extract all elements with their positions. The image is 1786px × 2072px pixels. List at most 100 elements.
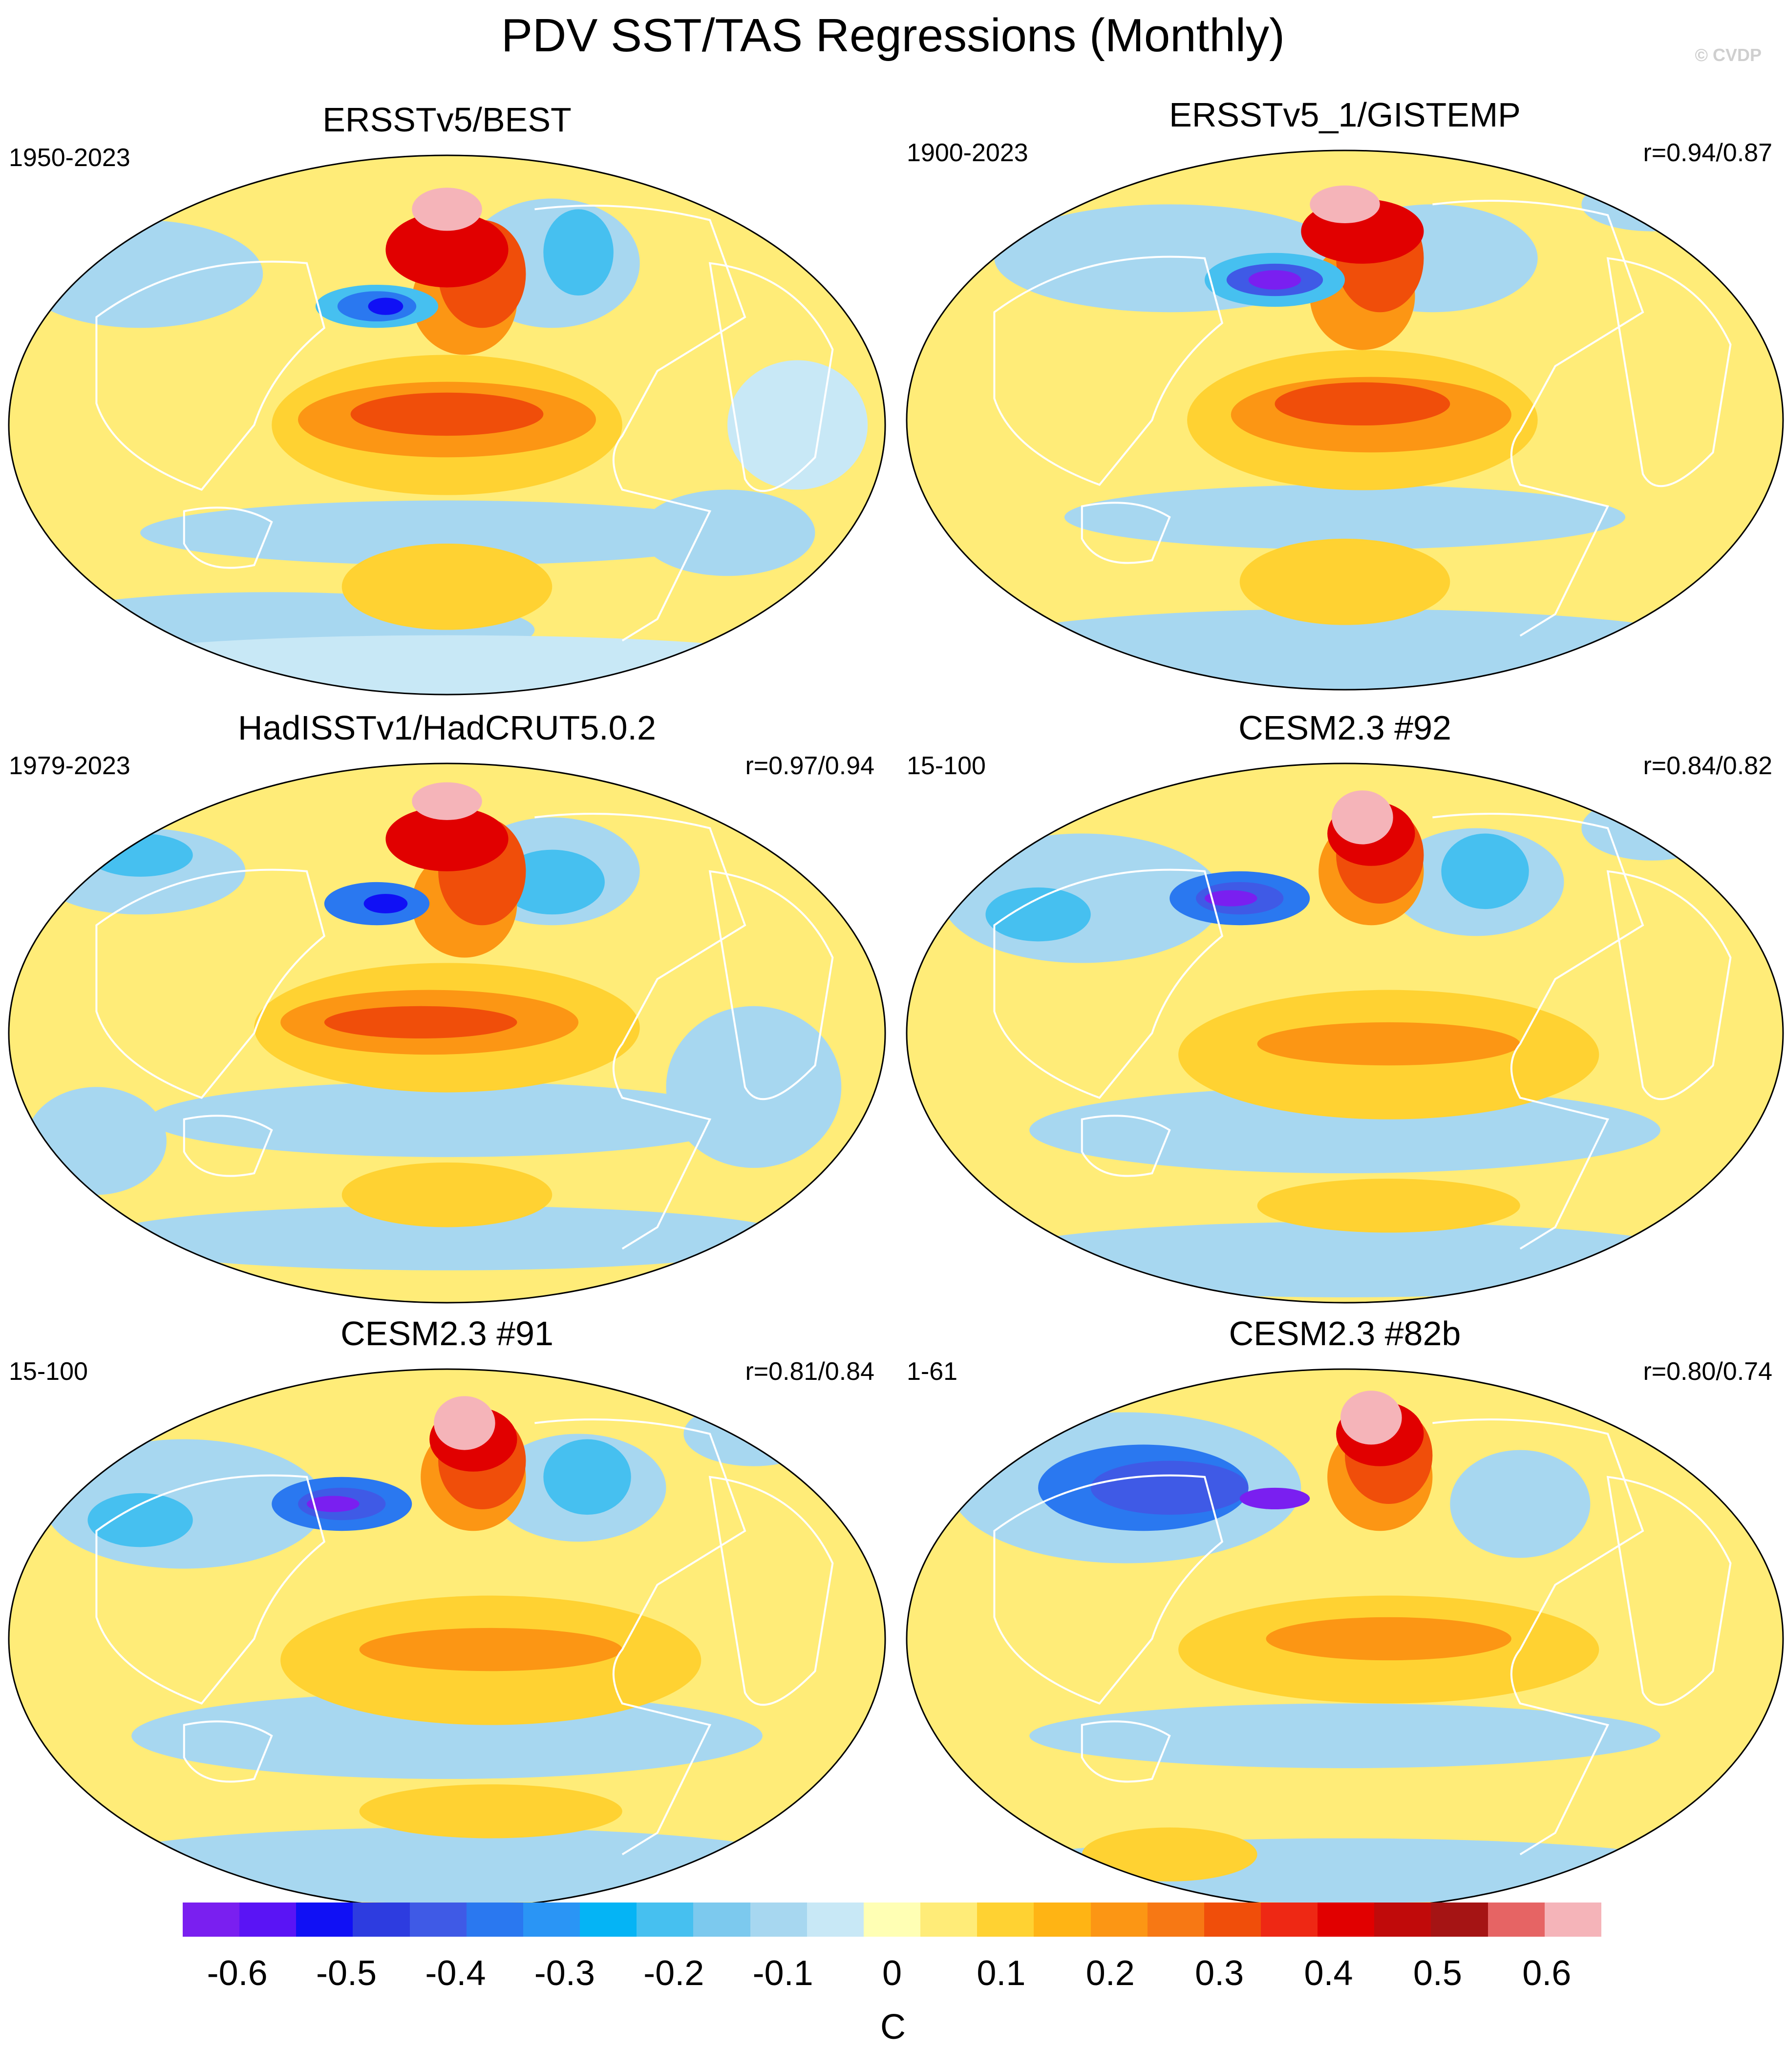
colorbar-swatch: [239, 1903, 297, 1937]
anomaly-contour: [499, 849, 605, 915]
regression-map: [8, 154, 886, 696]
colorbar-tick-label: 0.3: [1195, 1954, 1244, 1993]
figure-title: PDV SST/TAS Regressions (Monthly): [501, 9, 1285, 62]
coastline: [993, 1474, 1224, 1705]
anomaly-contour: [543, 1439, 631, 1515]
panel-correlation: r=0.80/0.74: [1643, 1357, 1772, 1386]
colorbar-swatch: [1204, 1903, 1261, 1937]
map-border: [8, 762, 886, 1304]
panel-period: 15-100: [907, 752, 986, 780]
coastline: [183, 1115, 273, 1177]
map-border: [8, 154, 886, 696]
map-border: [906, 149, 1784, 691]
anomaly-contour: [341, 1162, 553, 1227]
colorbar-swatch: [807, 1903, 864, 1937]
anomaly-contour: [1332, 790, 1393, 845]
coastline: [1606, 257, 1732, 487]
map-panel: ERSSTv5_1/GISTEMP 1900-2023 r=0.94/0.87: [903, 95, 1786, 696]
colorbar-swatch: [1488, 1903, 1545, 1937]
anomaly-contour: [683, 1401, 824, 1466]
coastline: [1606, 870, 1732, 1100]
anomaly-contour: [96, 1205, 798, 1270]
coastline: [534, 813, 746, 1250]
colorbar-tick-label: -0.3: [534, 1954, 595, 1993]
anomaly-contour: [1581, 796, 1722, 861]
anomaly-contour: [977, 1222, 1713, 1297]
anomaly-contour: [1340, 1391, 1402, 1445]
coastline: [95, 260, 326, 491]
colorbar-tick-label: -0.2: [643, 1954, 704, 1993]
anomaly-contour: [985, 887, 1091, 942]
colorbar-swatch: [296, 1903, 353, 1937]
colorbar-swatch: [1147, 1903, 1204, 1937]
anomaly-contour: [1450, 1450, 1591, 1558]
coastline: [708, 870, 834, 1100]
panel-title: HadISSTv1/HadCRUT5.0.2: [238, 709, 656, 747]
anomaly-contour: [87, 1493, 193, 1547]
panel-correlation: r=0.97/0.94: [745, 752, 874, 780]
anomaly-contour: [412, 782, 482, 820]
colorbar-tick-label: -0.4: [425, 1954, 486, 1993]
panel-title: ERSSTv5_1/GISTEMP: [1169, 96, 1521, 134]
colorbar-swatch: [409, 1903, 467, 1937]
anomaly-contour: [727, 360, 868, 490]
anomaly-contour: [639, 489, 815, 576]
colorbar-tick-label: 0: [882, 1954, 902, 1993]
anomaly-contour: [1064, 485, 1626, 550]
map-panel: CESM2.3 #92 15-100 r=0.84/0.82: [903, 708, 1786, 1309]
colorbar-swatch: [523, 1903, 580, 1937]
anomaly-contour: [385, 211, 509, 288]
panel-period: 15-100: [9, 1357, 88, 1386]
anomaly-contour: [1082, 1827, 1257, 1882]
anomaly-contour: [140, 500, 754, 566]
colorbar-swatch: [353, 1903, 410, 1937]
colorbar: [183, 1903, 1601, 1937]
map-panel: CESM2.3 #82b 1-61 r=0.80/0.74: [903, 1314, 1786, 1915]
anomaly-contour: [1239, 1487, 1310, 1510]
colorbar-swatch: [1374, 1903, 1431, 1937]
colorbar-swatch: [580, 1903, 637, 1937]
anomaly-contour: [350, 392, 544, 436]
anomaly-contour: [1266, 1617, 1511, 1661]
coastline: [708, 1476, 834, 1706]
coastline: [708, 262, 834, 492]
regression-map: [906, 1368, 1784, 1909]
colorbar-swatch: [1034, 1903, 1091, 1937]
anomaly-contour: [26, 1087, 167, 1195]
colorbar-swatch: [183, 1903, 240, 1937]
colorbar-units: C: [880, 2008, 906, 2047]
coastline: [183, 507, 273, 569]
anomaly-contour: [1204, 890, 1257, 907]
colorbar-tick-label: 0.5: [1413, 1954, 1462, 1993]
anomaly-contour: [1029, 1703, 1660, 1768]
anomaly-contour: [1257, 1022, 1520, 1066]
map-panel: CESM2.3 #91 15-100 r=0.81/0.84: [5, 1314, 889, 1915]
coastline: [95, 868, 326, 1099]
panel-title: ERSSTv5/BEST: [322, 101, 572, 139]
panel-title: CESM2.3 #92: [1238, 709, 1451, 747]
panel-correlation: r=0.81/0.84: [745, 1357, 874, 1386]
anomaly-contour: [1441, 833, 1529, 909]
colorbar-swatch: [1431, 1903, 1488, 1937]
colorbar-tick-label: 0.6: [1522, 1954, 1572, 1993]
colorbar-swatch: [863, 1903, 921, 1937]
panel-title: CESM2.3 #82b: [1229, 1314, 1461, 1353]
anomaly-contour: [341, 543, 553, 630]
anomaly-contour: [1090, 1460, 1249, 1515]
coastline: [993, 868, 1224, 1099]
anomaly-contour: [17, 220, 263, 328]
panel-correlation: r=0.94/0.87: [1643, 139, 1772, 167]
colorbar-swatch: [750, 1903, 807, 1937]
colorbar-tick-label: -0.6: [207, 1954, 268, 1993]
anomaly-contour: [1310, 185, 1380, 224]
colorbar-swatch: [637, 1903, 694, 1937]
anomaly-contour: [149, 1081, 745, 1157]
anomaly-contour: [412, 188, 482, 231]
anomaly-contour: [359, 1784, 622, 1839]
regression-map: [906, 762, 1784, 1304]
panel-period: 1979-2023: [9, 752, 130, 780]
colorbar-swatch: [977, 1903, 1034, 1937]
colorbar-tick-label: -0.1: [752, 1954, 813, 1993]
colorbar-tick-label: 0.2: [1085, 1954, 1135, 1993]
panel-period: 1900-2023: [907, 139, 1028, 167]
